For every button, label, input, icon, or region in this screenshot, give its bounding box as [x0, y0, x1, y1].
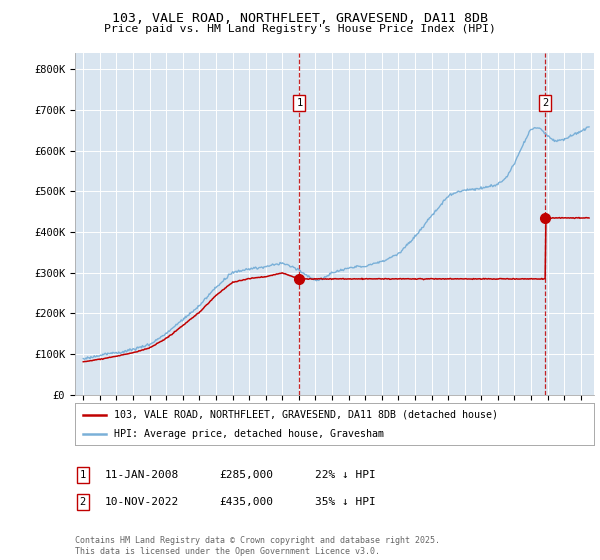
Text: £285,000: £285,000 [219, 470, 273, 480]
Text: 2: 2 [542, 98, 548, 108]
Text: £435,000: £435,000 [219, 497, 273, 507]
Text: 1: 1 [80, 470, 86, 480]
Text: Price paid vs. HM Land Registry's House Price Index (HPI): Price paid vs. HM Land Registry's House … [104, 24, 496, 34]
Text: 103, VALE ROAD, NORTHFLEET, GRAVESEND, DA11 8DB: 103, VALE ROAD, NORTHFLEET, GRAVESEND, D… [112, 12, 488, 25]
Text: HPI: Average price, detached house, Gravesham: HPI: Average price, detached house, Grav… [114, 429, 384, 439]
Text: 35% ↓ HPI: 35% ↓ HPI [315, 497, 376, 507]
Text: 1: 1 [296, 98, 302, 108]
Text: 2: 2 [80, 497, 86, 507]
Text: 103, VALE ROAD, NORTHFLEET, GRAVESEND, DA11 8DB (detached house): 103, VALE ROAD, NORTHFLEET, GRAVESEND, D… [114, 409, 498, 419]
Text: 22% ↓ HPI: 22% ↓ HPI [315, 470, 376, 480]
Text: Contains HM Land Registry data © Crown copyright and database right 2025.
This d: Contains HM Land Registry data © Crown c… [75, 536, 440, 556]
Text: 11-JAN-2008: 11-JAN-2008 [105, 470, 179, 480]
Text: 10-NOV-2022: 10-NOV-2022 [105, 497, 179, 507]
